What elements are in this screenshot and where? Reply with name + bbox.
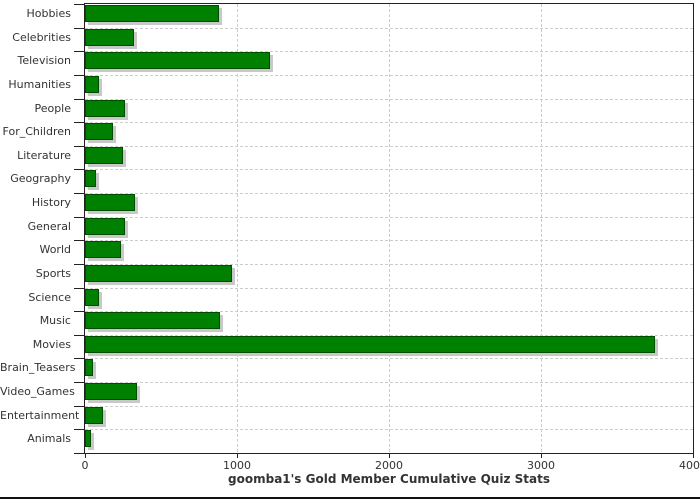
bar-geography	[85, 170, 96, 188]
x-axis-tick	[85, 453, 86, 458]
horizontal-gridline	[85, 216, 693, 218]
horizontal-gridline	[85, 193, 693, 195]
bar-animals	[85, 430, 91, 448]
y-axis-tick	[74, 405, 84, 407]
horizontal-gridline	[85, 240, 693, 242]
x-axis-tick-label: 3000	[527, 459, 555, 472]
horizontal-gridline	[85, 145, 693, 147]
vertical-gridline	[237, 4, 238, 452]
y-axis-tick	[74, 27, 84, 29]
bar-literature	[85, 146, 123, 164]
horizontal-gridline	[85, 27, 693, 29]
bar-hobbies	[85, 5, 219, 22]
bar-people	[85, 99, 125, 117]
y-axis-tick	[74, 216, 84, 218]
category-label: Television	[17, 54, 72, 68]
bar-television	[85, 52, 270, 70]
y-axis-tick	[74, 193, 84, 195]
category-label: Geography	[10, 172, 71, 186]
category-label: Humanities	[8, 77, 71, 91]
y-axis-tick	[74, 334, 84, 336]
x-axis-tick	[389, 453, 390, 458]
horizontal-gridline	[85, 287, 693, 289]
category-label: Video_Games	[0, 385, 75, 399]
vertical-gridline	[541, 4, 542, 452]
horizontal-gridline	[85, 358, 693, 360]
bar-science	[85, 288, 99, 306]
bar-history	[85, 194, 135, 212]
category-label: Celebrities	[12, 30, 71, 44]
category-label: Movies	[32, 337, 71, 351]
y-axis-tick	[74, 98, 84, 100]
x-axis-tick	[237, 453, 238, 458]
chart-title: goomba1's Gold Member Cumulative Quiz St…	[228, 472, 550, 486]
horizontal-gridline	[85, 334, 693, 336]
y-axis-tick	[74, 122, 84, 124]
category-label: For_Children	[2, 125, 71, 139]
category-label: World	[39, 243, 71, 257]
x-axis-tick-label: 0	[81, 459, 89, 472]
y-axis-tick	[74, 358, 84, 360]
category-label: General	[27, 219, 71, 233]
bar-sports	[85, 264, 232, 282]
y-axis-tick	[74, 51, 84, 53]
y-axis-tick	[74, 287, 84, 289]
horizontal-gridline	[85, 122, 693, 124]
y-axis-tick	[74, 453, 84, 454]
horizontal-gridline	[85, 51, 693, 53]
horizontal-gridline	[85, 169, 693, 171]
bar-for_children	[85, 123, 113, 141]
horizontal-gridline	[85, 263, 693, 265]
bar-video_games	[85, 383, 137, 401]
bar-celebrities	[85, 28, 134, 46]
horizontal-gridline	[85, 74, 693, 76]
bottom-frame-line	[0, 497, 700, 499]
y-axis-tick	[74, 169, 84, 171]
horizontal-gridline	[85, 98, 693, 100]
bar-general	[85, 217, 125, 235]
category-label: Brain_Teasers	[0, 361, 76, 375]
y-axis-tick	[74, 74, 84, 76]
y-axis-tick	[74, 311, 84, 313]
y-axis-tick	[74, 429, 84, 431]
x-axis-tick	[541, 453, 542, 458]
y-axis-tick	[74, 145, 84, 147]
horizontal-gridline	[85, 311, 693, 313]
bar-music	[85, 312, 220, 330]
y-axis-tick	[74, 4, 84, 5]
category-label: Music	[39, 314, 71, 328]
horizontal-gridline	[85, 429, 693, 431]
bar-entertainment	[85, 406, 103, 424]
category-label: Hobbies	[26, 7, 71, 20]
vertical-gridline	[389, 4, 390, 452]
x-axis-tick-label: 2000	[375, 459, 403, 472]
x-axis-tick	[693, 453, 694, 458]
y-axis-tick	[74, 382, 84, 384]
category-label: History	[31, 196, 71, 210]
horizontal-gridline	[85, 382, 693, 384]
y-axis-tick	[74, 240, 84, 242]
category-label: People	[34, 101, 71, 115]
category-label: Literature	[17, 148, 71, 162]
bar-world	[85, 241, 121, 259]
category-label: Science	[28, 290, 71, 304]
bar-brain_teasers	[85, 359, 93, 377]
category-label: Sports	[35, 266, 71, 280]
horizontal-gridline	[85, 405, 693, 407]
category-label: Animals	[27, 432, 71, 446]
category-label: Entertainment	[0, 408, 80, 422]
bar-humanities	[85, 75, 99, 93]
x-axis-tick-label: 1000	[223, 459, 251, 472]
y-axis-tick	[74, 263, 84, 265]
bar-movies	[85, 335, 655, 353]
x-axis-tick-label: 4000	[679, 459, 700, 472]
